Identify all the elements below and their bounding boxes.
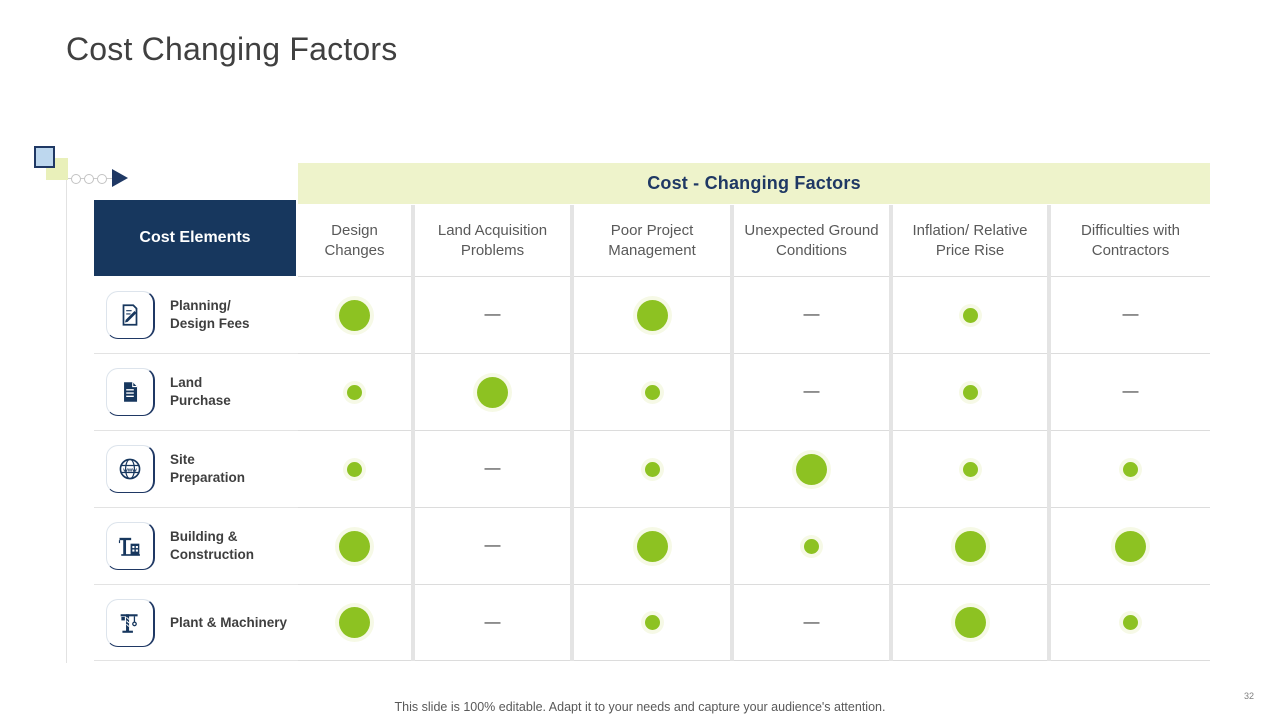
impact-dot-cell (298, 353, 411, 430)
table-title-band: Cost - Changing Factors (298, 163, 1210, 204)
cost-element-label: Land Purchase (170, 375, 231, 408)
impact-dot-small (962, 461, 978, 477)
column-header: Difficulties with Contractors (1051, 205, 1210, 276)
impact-dot-large (1115, 530, 1146, 562)
page-number: 32 (1243, 691, 1254, 701)
impact-dot-small (1123, 615, 1138, 630)
impact-dot-cell (893, 507, 1047, 584)
impact-none-cell: — (734, 276, 889, 353)
cost-element-label: Site Preparation (170, 452, 246, 485)
no-impact-dash: — (484, 537, 501, 554)
column-header: Land Acquisition Problems (415, 205, 570, 276)
decor-circle (97, 174, 107, 184)
column-header: Unexpected Ground Conditions (734, 205, 889, 276)
impact-dot-cell (893, 584, 1047, 661)
impact-none-cell: — (1051, 276, 1210, 353)
impact-dot-cell (574, 276, 730, 353)
impact-dot-cell (734, 507, 889, 584)
cost-element-label: Plant & Machinery (170, 614, 288, 630)
impact-none-cell: — (415, 584, 570, 661)
cost-element-row: Building & Construction (94, 507, 298, 584)
impact-dot-large (636, 299, 668, 331)
impact-dot-small (962, 307, 978, 323)
impact-dot-cell (574, 430, 730, 507)
no-impact-dash: — (1122, 306, 1139, 323)
impact-dot-cell (574, 584, 730, 661)
impact-dot-large (954, 607, 986, 638)
impact-dot-large (954, 530, 986, 562)
no-impact-dash: — (803, 306, 820, 323)
cost-element-label: Building & Construction (170, 529, 254, 562)
impact-dot-large (339, 530, 370, 562)
labels-body: Planning/ Design Fees Land Purchase www Sit… (94, 276, 298, 661)
globe-icon: www (106, 445, 155, 493)
impact-dot-cell (298, 430, 411, 507)
impact-none-cell: — (1051, 353, 1210, 430)
impact-none-cell: — (734, 584, 889, 661)
impact-none-cell: — (415, 507, 570, 584)
impact-dot-cell (298, 276, 411, 353)
column-header: Inflation/ Relative Price Rise (893, 205, 1047, 276)
no-impact-dash: — (484, 460, 501, 477)
impact-dot-cell (893, 430, 1047, 507)
decor-circle (71, 174, 81, 184)
tower-crane-icon (106, 598, 155, 647)
no-impact-dash: — (484, 306, 501, 323)
no-impact-dash: — (484, 613, 501, 631)
impact-none-cell: — (415, 276, 570, 353)
impact-dot-large (339, 299, 370, 331)
impact-dot-small (644, 461, 660, 477)
footer-note: This slide is 100% editable. Adapt it to… (394, 700, 886, 714)
impact-dot-small (347, 461, 362, 477)
impact-dot-cell (574, 353, 730, 430)
document-edit-icon (106, 290, 155, 339)
impact-dot-cell (893, 353, 1047, 430)
arrow-right-icon (112, 169, 128, 187)
cost-element-row: Plant & Machinery (94, 584, 298, 661)
impact-dot-cell (298, 507, 411, 584)
impact-none-cell: — (415, 430, 570, 507)
page-title: Cost Changing Factors (66, 31, 398, 67)
impact-dot-cell (734, 430, 889, 507)
cost-element-row: www Site Preparation (94, 430, 298, 507)
impact-dot-small (962, 384, 978, 400)
no-impact-dash: — (803, 383, 820, 400)
impact-dot-small (347, 384, 362, 400)
decor-vertical-line (66, 160, 67, 663)
impact-dot-small (1123, 461, 1138, 477)
decor-blue-square (34, 146, 55, 168)
factors-grid: Design Changes Land Acquisition Problems P… (298, 205, 1210, 661)
impact-dot-small (804, 538, 819, 554)
impact-dot-cell (415, 353, 570, 430)
row-header-cell: Cost Elements (94, 200, 296, 276)
cost-element-label: Planning/ Design Fees (170, 297, 250, 331)
no-impact-dash: — (803, 613, 820, 631)
impact-dot-cell (893, 276, 1047, 353)
impact-dot-large (477, 376, 508, 408)
impact-dot-small (644, 384, 660, 400)
impact-dot-cell (1051, 430, 1210, 507)
svg-text:www: www (122, 467, 137, 473)
document-icon (106, 368, 155, 416)
column-header: Poor Project Management (574, 205, 730, 276)
impact-none-cell: — (734, 353, 889, 430)
crane-building-icon (106, 522, 155, 570)
impact-dot-small (644, 615, 660, 630)
column-header: Design Changes (298, 205, 411, 276)
impact-dot-large (796, 453, 827, 485)
no-impact-dash: — (1122, 383, 1139, 400)
impact-dot-cell (298, 584, 411, 661)
impact-dot-large (339, 607, 370, 638)
cost-element-row: Planning/ Design Fees (94, 276, 298, 353)
impact-dot-cell (574, 507, 730, 584)
impact-dot-cell (1051, 507, 1210, 584)
decor-circle (84, 174, 94, 184)
impact-dot-cell (1051, 584, 1210, 661)
cost-element-row: Land Purchase (94, 353, 298, 430)
impact-dot-large (636, 530, 668, 562)
